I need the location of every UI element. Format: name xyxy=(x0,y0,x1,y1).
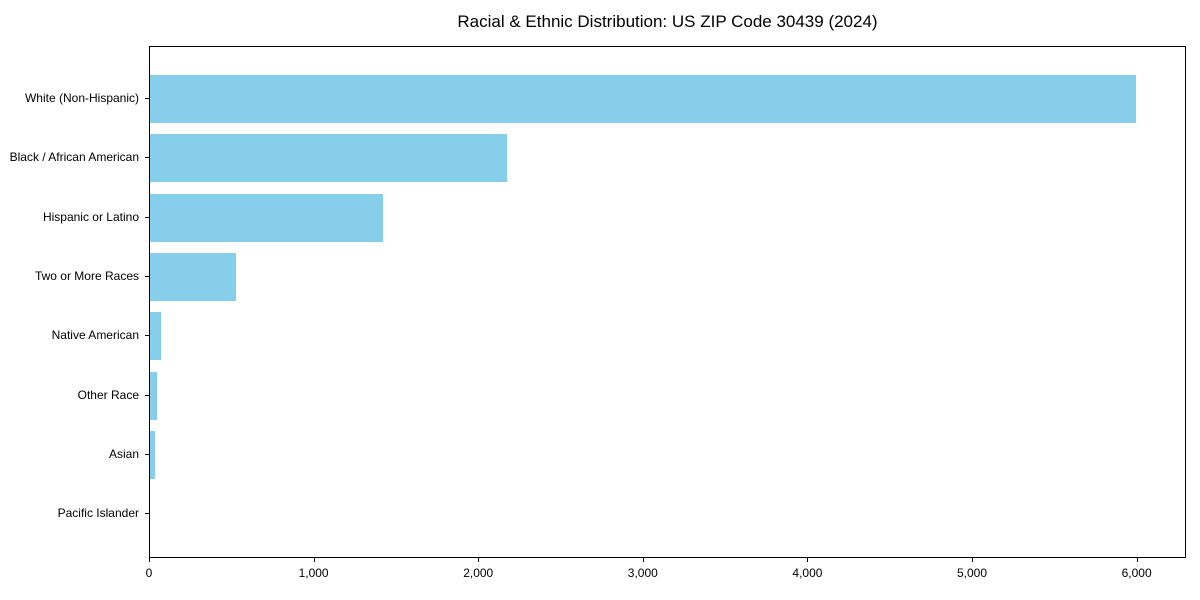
x-tick-mark xyxy=(807,558,809,562)
y-axis-label: Black / African American xyxy=(9,150,139,165)
y-tick-mark xyxy=(145,157,149,159)
y-axis-label: Native American xyxy=(51,328,139,343)
bar xyxy=(150,134,507,183)
y-tick-mark xyxy=(145,453,149,455)
x-tick-label: 0 xyxy=(145,566,153,580)
plot-area xyxy=(149,46,1186,558)
x-tick-mark xyxy=(1136,558,1138,562)
bar xyxy=(150,312,161,361)
bar xyxy=(150,193,384,242)
y-axis-label: Pacific Islander xyxy=(57,506,139,521)
chart-title: Racial & Ethnic Distribution: US ZIP Cod… xyxy=(457,12,878,31)
y-axis-label: Hispanic or Latino xyxy=(42,209,139,224)
y-axis-label: Two or More Races xyxy=(34,268,139,283)
bar xyxy=(150,75,1136,123)
y-tick-mark xyxy=(145,335,149,337)
y-axis-label: Other Race xyxy=(77,387,139,402)
bar xyxy=(150,252,237,301)
y-tick-mark xyxy=(145,394,149,396)
y-tick-mark xyxy=(145,98,149,99)
x-tick-label: 4,000 xyxy=(792,566,823,580)
y-tick-mark xyxy=(145,216,149,218)
x-tick-label: 5,000 xyxy=(957,566,988,580)
x-tick-mark xyxy=(972,558,974,562)
y-tick-mark xyxy=(145,275,149,277)
y-axis-label: Asian xyxy=(108,446,139,461)
x-tick-label: 2,000 xyxy=(463,566,494,580)
bar xyxy=(150,430,155,479)
x-tick-mark xyxy=(642,558,644,562)
x-tick-label: 3,000 xyxy=(627,566,658,580)
x-tick-mark xyxy=(313,558,315,562)
x-tick-label: 6,000 xyxy=(1121,566,1152,580)
y-tick-mark xyxy=(145,513,149,515)
bar xyxy=(150,371,157,420)
x-tick-mark xyxy=(149,558,150,562)
x-tick-mark xyxy=(478,558,480,562)
x-tick-label: 1,000 xyxy=(298,566,329,580)
y-axis-label: White (Non-Hispanic) xyxy=(24,91,139,105)
